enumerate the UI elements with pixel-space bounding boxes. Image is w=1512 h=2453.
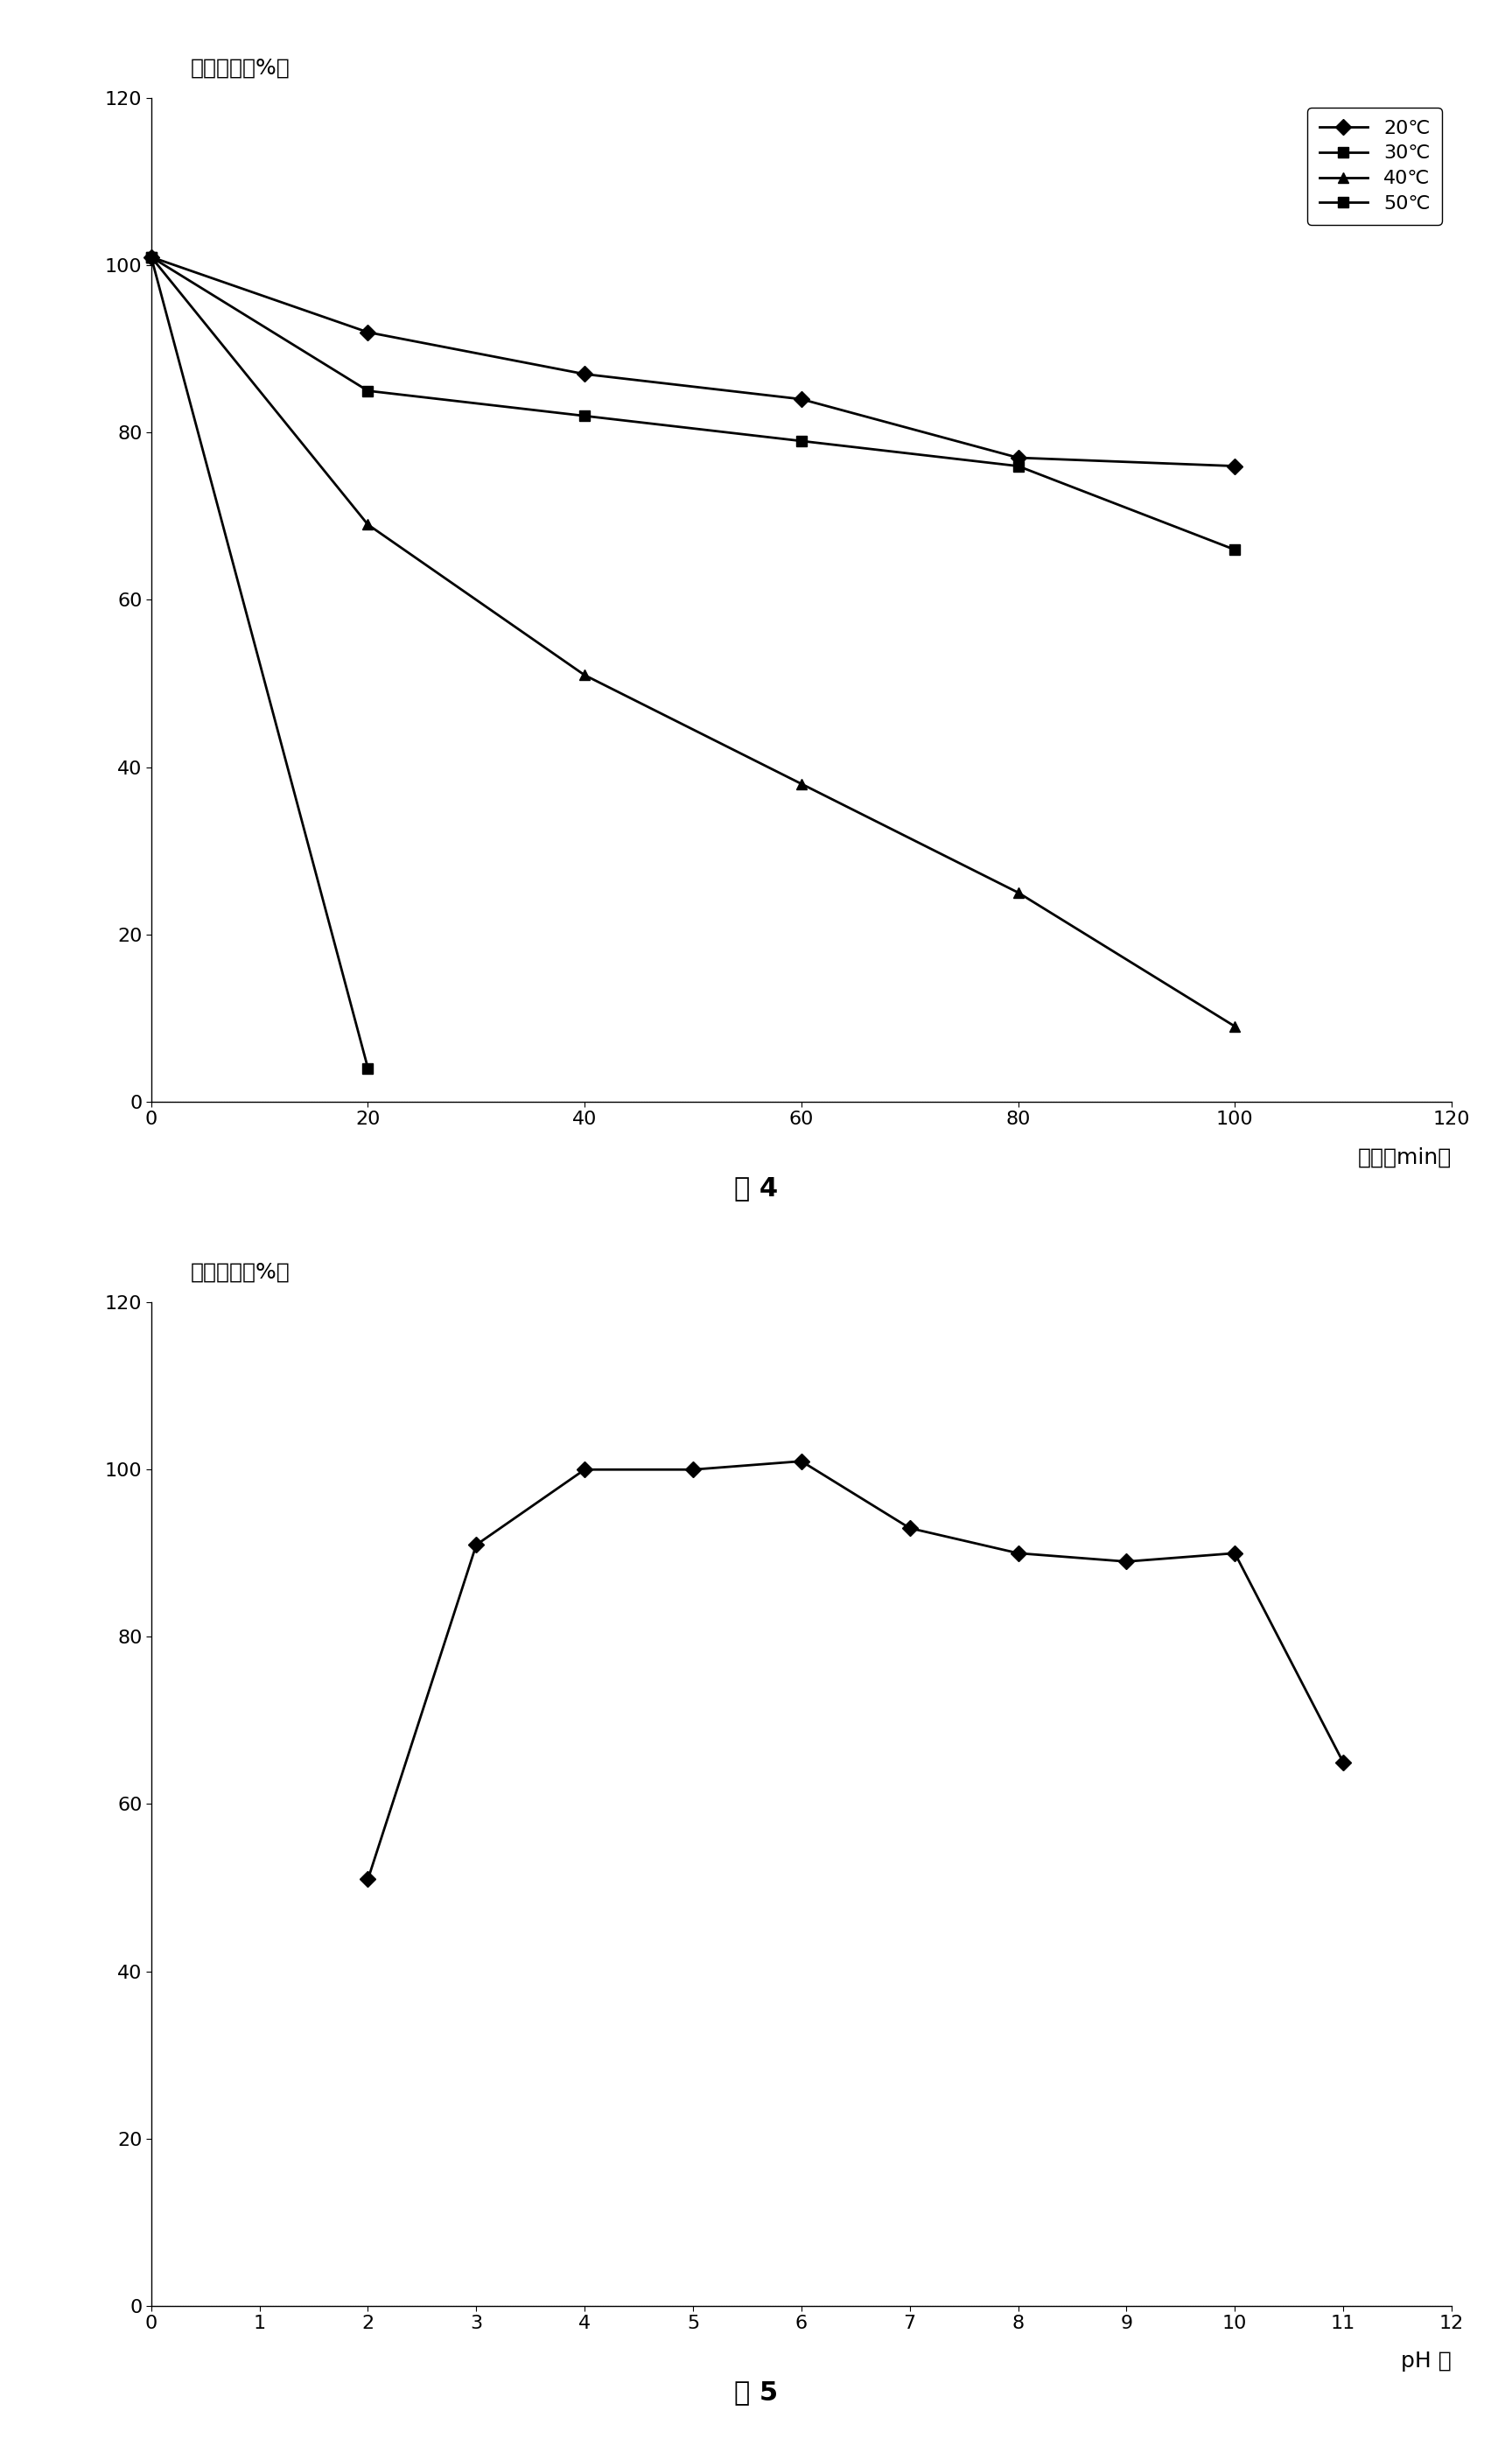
Text: 相对酶活（%）: 相对酶活（%） [191, 56, 290, 78]
Text: 图 5: 图 5 [733, 2379, 779, 2404]
Legend: 20℃, 30℃, 40℃, 50℃: 20℃, 30℃, 40℃, 50℃ [1308, 108, 1442, 226]
Text: 时间（min）: 时间（min） [1358, 1146, 1452, 1168]
Text: 图 4: 图 4 [733, 1175, 779, 1200]
Text: 相对酶活（%）: 相对酶活（%） [191, 1261, 290, 1283]
Text: pH 値: pH 値 [1402, 2350, 1452, 2372]
